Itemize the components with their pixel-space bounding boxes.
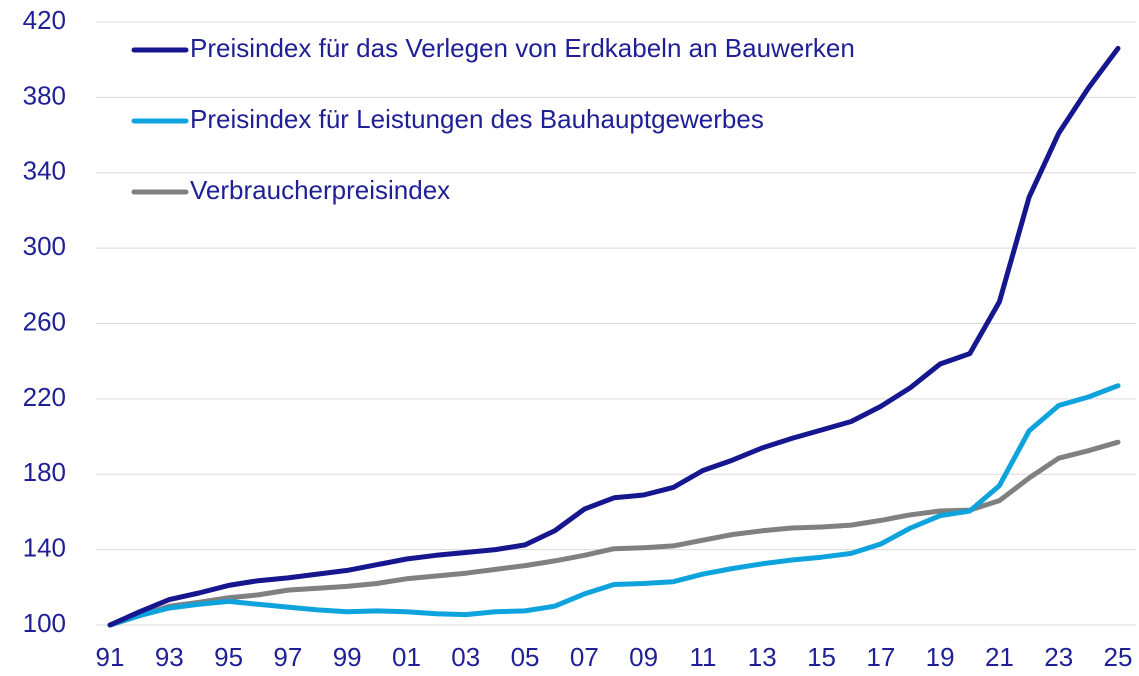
x-tick-label: 99 xyxy=(333,642,362,672)
y-tick-label: 340 xyxy=(23,156,66,186)
x-tick-label: 15 xyxy=(807,642,836,672)
y-tick-label: 420 xyxy=(23,5,66,35)
x-tick-label: 91 xyxy=(96,642,125,672)
x-tick-label: 25 xyxy=(1104,642,1133,672)
series-line xyxy=(107,45,1121,628)
x-tick-label: 97 xyxy=(273,642,302,672)
x-tick-label: 07 xyxy=(570,642,599,672)
x-tick-label: 93 xyxy=(155,642,184,672)
legend-label: Preisindex für das Verlegen von Erdkabel… xyxy=(190,33,855,63)
y-tick-label: 220 xyxy=(23,382,66,412)
series-line xyxy=(107,439,1121,628)
legend-label: Verbraucherpreisindex xyxy=(190,175,450,205)
x-tick-label: 09 xyxy=(629,642,658,672)
x-tick-label: 21 xyxy=(985,642,1014,672)
x-tick-label: 11 xyxy=(689,642,716,672)
x-tick-label: 95 xyxy=(214,642,243,672)
y-tick-label: 260 xyxy=(23,306,66,336)
x-tick-label: 13 xyxy=(748,642,777,672)
x-tick-label: 23 xyxy=(1044,642,1073,672)
x-tick-label: 03 xyxy=(451,642,480,672)
y-tick-label: 380 xyxy=(23,80,66,110)
x-tick-label: 01 xyxy=(392,642,421,672)
x-tick-label: 17 xyxy=(866,642,895,672)
y-tick-label: 300 xyxy=(23,231,66,261)
series-line xyxy=(107,383,1121,628)
x-tick-label: 19 xyxy=(926,642,955,672)
y-tick-label: 140 xyxy=(23,533,66,563)
y-tick-label: 100 xyxy=(23,608,66,638)
legend-label: Preisindex für Leistungen des Bauhauptge… xyxy=(190,104,764,134)
y-tick-label: 180 xyxy=(23,457,66,487)
x-tick-label: 05 xyxy=(511,642,540,672)
